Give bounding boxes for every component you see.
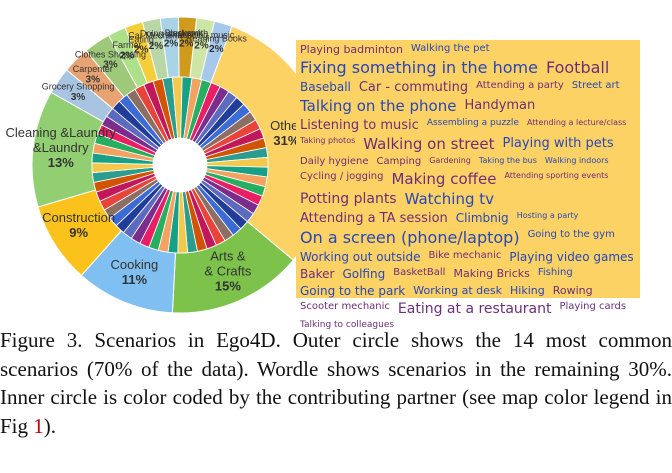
label-clothes-shopping: Clothes Shopping 3% [75, 49, 146, 70]
wordle-word: Making coffee [391, 170, 497, 188]
wordle-word: Gardening [429, 156, 471, 165]
wordle-word: Car - commuting [358, 80, 469, 95]
wordle-word: Baker [300, 267, 335, 281]
wordle-word: Taking the bus [478, 156, 537, 165]
label-carpenter: Carpenter 3% [73, 64, 113, 85]
label-cooking: Cooking 11% [111, 257, 159, 287]
wordle-word: Attending sporting events [504, 171, 609, 180]
wordle-word: On a screen (phone/laptop) [300, 228, 520, 247]
label-grocery-shopping: Grocery Shopping 3% [42, 81, 115, 102]
caption-text: Figure 3. Scenarios in Ego4D. Outer circ… [0, 328, 672, 438]
wordle-word: Football [545, 58, 610, 77]
wordle-word: Bike mechanic [428, 250, 502, 261]
wordle-word: Climbnig [455, 211, 509, 225]
inner-ring [91, 76, 269, 254]
label-farmer: Farmer 2% [113, 40, 142, 61]
wordle-word: Attending a lecture/class [526, 118, 627, 127]
wordle-word: Watching tv [404, 190, 495, 208]
label-reading-books: Reading Books 2% [186, 34, 248, 55]
label-eating: Eating 2% [128, 34, 154, 55]
wordle-word: Going to the gym [527, 229, 615, 240]
other-scenarios-wordle: Playing badminton Walking the pet Fixing s… [296, 40, 640, 330]
figure-caption: Figure 3. Scenarios in Ego4D. Outer circ… [0, 326, 672, 440]
wordle-word: Hosting a party [516, 211, 579, 220]
wordle-word: Making Bricks [453, 267, 530, 280]
wordle-word: Baseball [300, 80, 351, 94]
wordle-word: Street art [571, 80, 620, 91]
figure-reference-link[interactable]: 1 [33, 413, 44, 438]
wordle-word: Attending a TA session [300, 211, 448, 226]
scenario-donut-chart: Arts & & Crafts 15% Cooking 11% Construction 9… [5, 16, 329, 314]
wordle-word: Cycling / jogging [300, 171, 384, 182]
wordle-word: Scooter mechanic [300, 301, 390, 312]
wordle-word: Fixing something in the home [300, 58, 538, 77]
wordle-word: Hiking [510, 284, 545, 297]
label-car-mechanic: Car Mechanic 2% [128, 30, 184, 51]
label-other: Other 31% [270, 118, 303, 148]
label-construction: Construction 9% [42, 210, 115, 240]
wordle-word: Golfing [342, 267, 386, 281]
wordle-word: Listening to music [300, 118, 419, 133]
wordle-word: BasketBall [393, 267, 446, 278]
donut-hole [153, 138, 207, 192]
wordle-word: Talking on the phone [300, 97, 457, 115]
wordle-word: Walking on street [363, 135, 495, 153]
wordle-word: Walking the pet [410, 43, 490, 54]
wordle-word: Camping [376, 156, 422, 167]
wordle-word: Walking indoors [544, 156, 609, 165]
wordle-word: Assembling a puzzle [426, 118, 519, 128]
wordle-word: Attending a party [476, 80, 564, 91]
wordle-word: Going to the park [300, 284, 406, 298]
wordle-word: Fishing [537, 267, 573, 278]
wordle-word: Daily hygiene [300, 156, 369, 167]
label-practicing-music: Practicing music 2% [169, 30, 235, 51]
wordle-word: Potting plants [300, 191, 397, 207]
wordle-word: Playing video games [509, 250, 634, 264]
wordle-word: Eating at a restaurant [397, 301, 552, 317]
label-arts-crafts: Arts & & Crafts 15% [204, 249, 251, 294]
label-blacksmith: Blacksmith 2% [165, 28, 209, 49]
outer-ring [31, 16, 329, 314]
wordle-word: Working out outside [300, 250, 421, 264]
wordle-word: Talking to colleagues [300, 320, 395, 330]
label-doing-yardwork: Doing yardwork 2% [140, 28, 203, 49]
wordle-word: Playing with pets [502, 136, 614, 151]
caption-end: ). [43, 413, 57, 438]
wordle-word: Playing cards [559, 301, 627, 312]
wordle-word: Taking photos [300, 136, 356, 145]
outer-labels: Arts & & Crafts 15% Cooking 11% Construction 9… [5, 28, 303, 293]
wordle-word: Playing badminton [300, 43, 403, 56]
label-cleaning-laundry: Cleaning &Laundry &Laundry 13% [5, 125, 116, 170]
wordle-word: Working at desk [413, 284, 502, 297]
wordle-word: Handyman [464, 98, 536, 113]
wordle-word: Rowing [552, 284, 593, 297]
